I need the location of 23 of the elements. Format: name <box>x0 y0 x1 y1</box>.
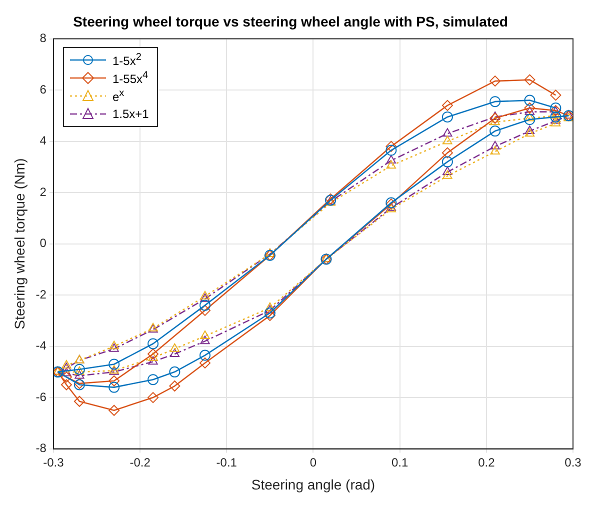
x-axis-title: Steering angle (rad) <box>251 476 376 492</box>
chart-title: Steering wheel torque vs steering wheel angle with PS, simulated <box>73 13 508 30</box>
legend-label: 1-5x$^{2}$ <box>112 52 142 68</box>
y-tick-label: 2 <box>40 184 47 199</box>
y-tick-label: -6 <box>36 390 47 404</box>
y-tick-label: -4 <box>36 338 47 353</box>
y-tick-label: 8 <box>40 31 47 46</box>
legend-label: 1.5x+1 <box>112 106 149 121</box>
y-tick-label: 4 <box>40 134 47 148</box>
x-tick-label: 0.2 <box>478 455 496 470</box>
y-axis-title: Steering wheel torque (Nm) <box>11 158 28 330</box>
x-tick-label: -0.3 <box>43 455 64 470</box>
legend-label: 1-55x$^{4}$ <box>112 70 148 86</box>
x-tick-label: 0.3 <box>564 455 582 470</box>
x-tick-label: -0.2 <box>130 455 151 470</box>
y-tick-label: -2 <box>36 287 47 302</box>
x-tick-label: 0 <box>310 455 317 470</box>
x-tick-label: 0.1 <box>391 455 408 470</box>
x-tick-label: -0.1 <box>216 455 238 470</box>
y-tick-label: -8 <box>36 441 47 456</box>
legend-label: e$^{x}$ <box>112 88 124 104</box>
y-tick-label: 6 <box>40 82 47 96</box>
y-tick-label: 0 <box>40 236 47 250</box>
